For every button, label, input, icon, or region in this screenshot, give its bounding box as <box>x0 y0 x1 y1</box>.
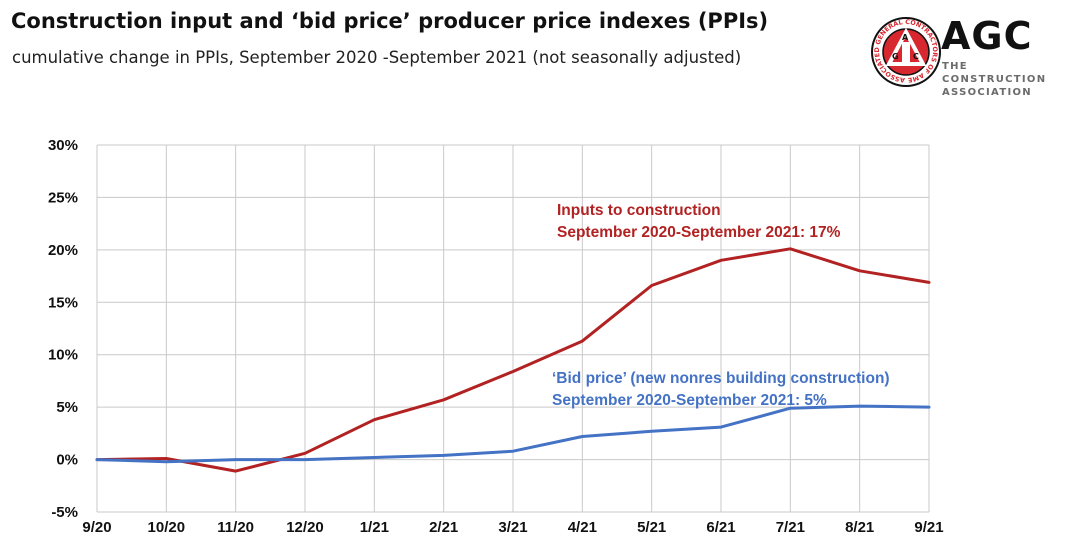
agc-logo: ASSOCIATED GENERAL CONTRACTORS OF AMERIC… <box>870 12 941 87</box>
agc-seal-pillar-icon <box>902 42 910 62</box>
x-tick-label: 10/20 <box>148 519 186 536</box>
agc-seal-letter-a: A <box>902 33 909 42</box>
annotation-1-line-1: Inputs to construction <box>557 202 721 219</box>
x-tick-label: 6/21 <box>706 519 735 536</box>
y-tick-label: 10% <box>48 347 78 364</box>
x-tick-label: 11/20 <box>217 519 254 536</box>
y-tick-label: 15% <box>48 294 78 311</box>
x-tick-label: 9/20 <box>82 519 111 536</box>
x-tick-label: 9/21 <box>914 519 943 536</box>
annotation-2-line-1: ‘Bid price’ (new nonres building constru… <box>552 370 890 387</box>
agc-seal-letter-c: C <box>913 52 919 61</box>
x-tick-label: 8/21 <box>845 519 874 536</box>
y-tick-label: 0% <box>56 452 78 469</box>
agc-seal-letter-g: G <box>892 52 899 61</box>
x-tick-label: 1/21 <box>360 519 389 536</box>
y-tick-label: 30% <box>48 137 78 154</box>
chart-subtitle: cumulative change in PPIs, September 202… <box>12 48 742 67</box>
y-tick-label: -5% <box>51 504 78 521</box>
annotation-2-line-2: September 2020-September 2021: 5% <box>552 392 827 409</box>
x-tick-label: 4/21 <box>568 519 597 536</box>
x-tick-label: 2/21 <box>429 519 458 536</box>
agc-name: AGC <box>941 14 1033 58</box>
x-tick-label: 7/21 <box>776 519 805 536</box>
x-tick-label: 12/20 <box>286 519 324 536</box>
chart-axes: -5% 0% 5% 10% 15% 20% 25% 30% 9/20 10/20 11/20 12/2… <box>48 137 944 536</box>
series-line-1 <box>95 247 931 473</box>
chart-title: Construction input and ‘bid price’ produ… <box>11 9 769 33</box>
y-tick-label: 5% <box>56 399 78 416</box>
chart-series <box>95 247 931 473</box>
chart-annotations: Inputs to construction September 2020-Sep… <box>552 202 890 409</box>
y-tick-label: 25% <box>48 189 78 206</box>
y-tick-label: 20% <box>48 242 78 259</box>
agc-seal-triangle-icon <box>885 27 927 66</box>
annotation-1-line-2: September 2020-September 2021: 17% <box>557 224 841 241</box>
x-tick-label: 3/21 <box>498 519 527 536</box>
series-line-2 <box>95 404 931 464</box>
x-tick-label: 5/21 <box>637 519 666 536</box>
agc-tagline: THE CONSTRUCTION ASSOCIATION <box>942 61 1047 98</box>
chart-grid <box>96 144 930 513</box>
